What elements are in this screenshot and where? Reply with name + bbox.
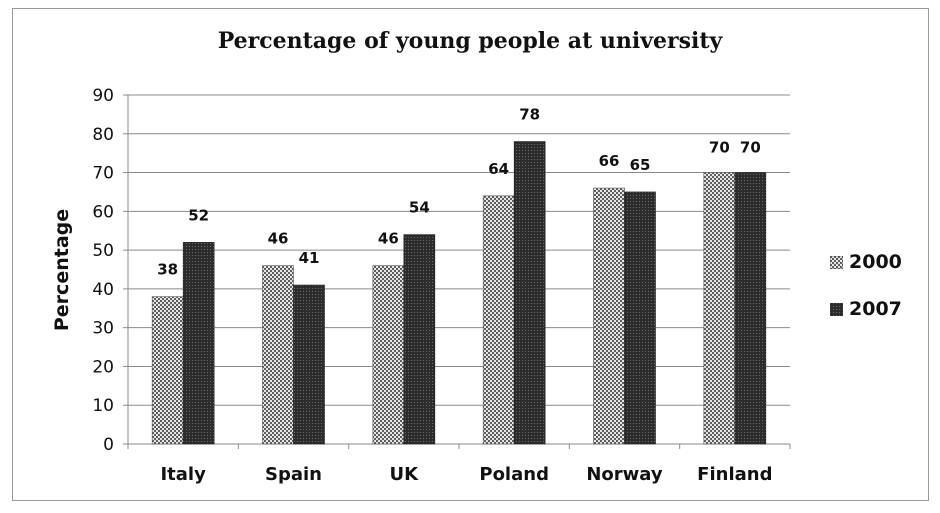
data-label-italy-2007: 52 xyxy=(188,206,209,224)
x-tick-label-norway: Norway xyxy=(586,464,663,485)
grid-lines xyxy=(128,94,790,406)
y-tick-label-40: 40 xyxy=(92,280,114,300)
x-tick-label-italy: Italy xyxy=(160,464,206,485)
y-axis-label: Percentage xyxy=(51,209,73,331)
x-tick-label-finland: Finland xyxy=(697,464,772,485)
legend-label-2007: 2007 xyxy=(849,298,902,320)
data-label-uk-2007: 54 xyxy=(409,199,430,217)
legend-item-2000: 2000 xyxy=(830,250,902,274)
bar-norway-2000 xyxy=(593,187,625,445)
data-label-norway-2007: 65 xyxy=(630,156,651,174)
bar-italy-2000 xyxy=(151,296,184,445)
bar-uk-2007 xyxy=(403,234,436,445)
bar-spain-2000 xyxy=(262,265,294,445)
bar-italy-2007 xyxy=(182,242,215,445)
data-label-finland-2000: 70 xyxy=(709,139,730,157)
bar-finland-2000 xyxy=(703,172,736,445)
y-tick-label-70: 70 xyxy=(92,164,114,184)
data-label-norway-2000: 66 xyxy=(599,152,620,170)
y-tick-label-30: 30 xyxy=(92,319,114,339)
x-tick-label-uk: UK xyxy=(390,464,420,485)
bar-uk-2000 xyxy=(372,265,405,445)
legend-label-2000: 2000 xyxy=(849,251,902,273)
data-label-poland-2007: 78 xyxy=(519,106,540,124)
bar-poland-2007 xyxy=(513,141,546,445)
y-tick-label-20: 20 xyxy=(92,357,114,377)
y-tick-label-10: 10 xyxy=(92,396,114,416)
bar-poland-2000 xyxy=(482,195,515,445)
tick-labels: 0 10 20 30 40 50 60 70 80 90 Italy Spain UK Poland Nor… xyxy=(92,86,772,485)
y-tick-label-90: 90 xyxy=(92,86,114,106)
legend-swatch-2000 xyxy=(830,255,843,269)
y-tick-label-80: 80 xyxy=(92,125,114,145)
data-label-uk-2000: 46 xyxy=(378,230,399,248)
bar-spain-2007 xyxy=(293,284,325,445)
x-tick-label-poland: Poland xyxy=(479,464,549,485)
y-tick-label-60: 60 xyxy=(92,202,114,222)
data-label-spain-2000: 46 xyxy=(268,230,289,248)
data-label-spain-2007: 41 xyxy=(299,249,320,267)
bars xyxy=(151,141,767,445)
data-label-poland-2000: 64 xyxy=(488,160,509,178)
chart-title: Percentage of young people at university xyxy=(217,28,723,54)
data-labels: 38 52 46 41 46 54 64 78 66 65 70 70 xyxy=(157,106,761,279)
legend-swatch-2007 xyxy=(830,302,843,316)
bar-norway-2007 xyxy=(624,191,656,445)
y-tick-label-50: 50 xyxy=(92,241,114,261)
bar-finland-2007 xyxy=(734,172,767,445)
legend-item-2007: 2007 xyxy=(830,297,902,321)
y-tick-label-0: 0 xyxy=(103,435,114,455)
data-label-finland-2007: 70 xyxy=(740,139,761,157)
legend: 2000 2007 xyxy=(830,250,902,344)
x-tick-label-spain: Spain xyxy=(265,464,322,485)
data-label-italy-2000: 38 xyxy=(157,261,178,279)
axes xyxy=(123,94,791,449)
